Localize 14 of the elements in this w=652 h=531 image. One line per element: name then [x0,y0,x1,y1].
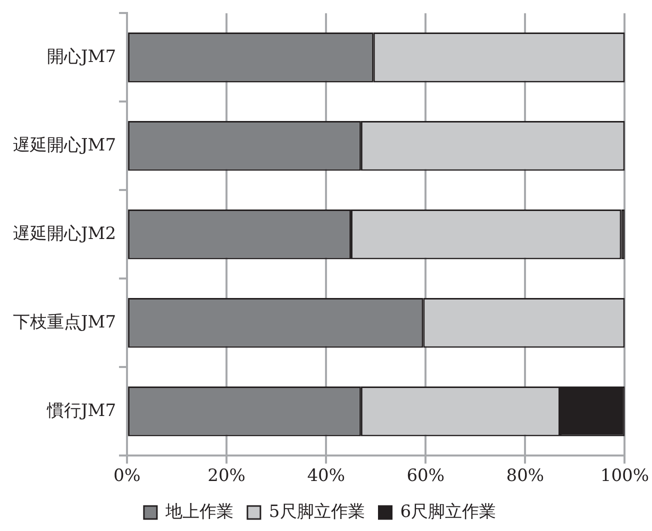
y-tick-label: 慣行JM7 [46,400,116,421]
x-tick-label: 0% [114,466,141,486]
x-tick-label: 40% [307,466,345,486]
y-tick-label: 遅延開心JM2 [12,224,116,244]
x-tick-label: 60% [406,466,445,486]
legend-label: 地上作業 [164,502,234,522]
x-tick-label: 80% [506,466,544,486]
y-tick-label: 遅延開心JM7 [12,135,116,156]
x-tick-label: 20% [208,466,246,486]
legend-label: 5尺脚立作業 [268,502,365,522]
y-tick-label: 開心JM7 [46,46,116,67]
legend-label: 6尺脚立作業 [400,502,496,522]
x-tick-label: 100% [600,466,650,486]
y-tick-label: 下枝重点JM7 [12,312,116,332]
